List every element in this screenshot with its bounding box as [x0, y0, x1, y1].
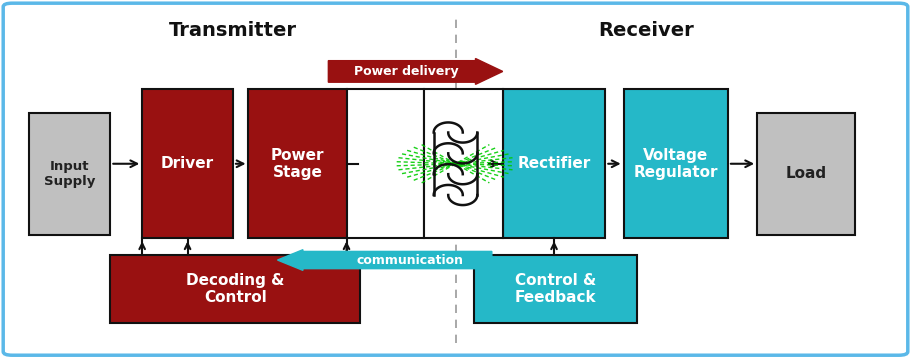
- Bar: [623, 89, 728, 239]
- Bar: [757, 113, 855, 235]
- Bar: [503, 89, 605, 239]
- Text: Input
Supply: Input Supply: [44, 160, 95, 188]
- Text: Transmitter: Transmitter: [169, 21, 297, 39]
- Bar: [346, 89, 424, 239]
- FancyArrow shape: [278, 250, 492, 270]
- Bar: [424, 89, 503, 239]
- Bar: [28, 113, 110, 235]
- Text: Load: Load: [785, 166, 826, 181]
- Text: Power delivery: Power delivery: [354, 65, 459, 78]
- Bar: [110, 254, 360, 323]
- Bar: [249, 89, 346, 239]
- Text: communication: communication: [356, 253, 464, 266]
- Text: Control &
Feedback: Control & Feedback: [515, 273, 596, 305]
- Text: Decoding &
Control: Decoding & Control: [186, 273, 284, 305]
- Bar: [474, 254, 637, 323]
- FancyBboxPatch shape: [4, 3, 907, 355]
- Text: Rectifier: Rectifier: [517, 156, 590, 172]
- Text: Receiver: Receiver: [599, 21, 694, 39]
- Text: Power
Stage: Power Stage: [271, 148, 324, 180]
- Bar: [142, 89, 233, 239]
- Text: Driver: Driver: [161, 156, 214, 172]
- Text: Voltage
Regulator: Voltage Regulator: [633, 148, 718, 180]
- FancyArrow shape: [328, 59, 503, 84]
